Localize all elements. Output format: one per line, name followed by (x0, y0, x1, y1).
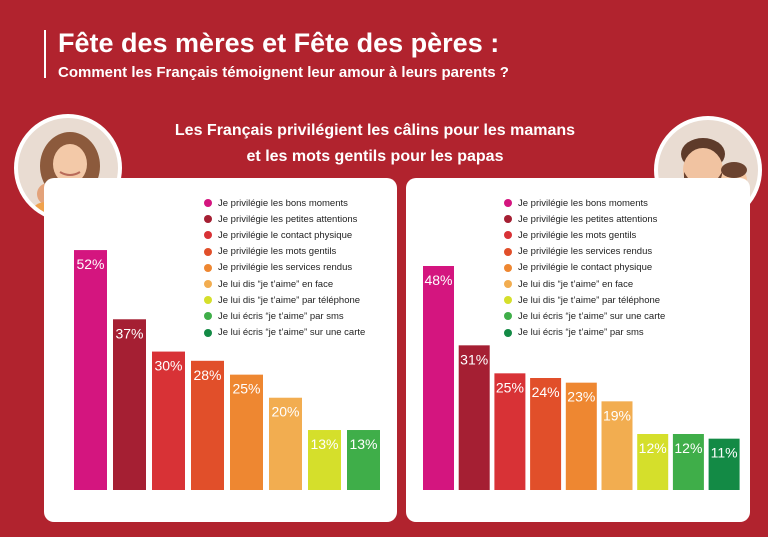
legend-mothers: Je privilégie les bons moments Je privilé… (204, 195, 365, 341)
bar-value-label: 19% (603, 407, 631, 423)
legend-label: Je privilégie les bons moments (518, 197, 648, 209)
legend-label: Je lui dis “je t’aime” par téléphone (518, 294, 661, 306)
legend-item: Je privilégie les mots gentils (504, 227, 665, 243)
legend-item: Je privilégie les petites attentions (204, 211, 365, 227)
bar (708, 438, 740, 490)
legend-swatch (204, 263, 212, 272)
headline-line-2: et les mots gentils pour les papas (246, 148, 504, 165)
bar-value-label: 13% (349, 436, 377, 452)
legend-item: Je privilégie le contact physique (204, 227, 365, 243)
page-title: Fête des mères et Fête des pères : (58, 28, 500, 58)
bar (269, 397, 302, 490)
bar-value-label: 25% (496, 379, 524, 395)
legend-swatch (504, 215, 512, 224)
legend-swatch (204, 296, 212, 305)
legend-item: Je privilégie les mots gentils (204, 244, 365, 260)
legend-label: Je privilégie les services rendus (518, 246, 653, 258)
bar (672, 434, 704, 490)
headline-line-1: Les Français privilégient les câlins pou… (174, 122, 576, 139)
legend-swatch (204, 215, 212, 224)
legend-item: Je lui écris “je t’aime” sur une carte (504, 308, 665, 324)
legend-item: Je privilégie les bons moments (204, 195, 365, 211)
bar (601, 401, 633, 490)
bar-value-label: 52% (76, 256, 104, 272)
legend-item: Je privilégie le contact physique (504, 260, 665, 276)
bar (308, 430, 341, 490)
bar-value-label: 31% (460, 351, 488, 367)
legend-swatch (204, 199, 212, 208)
legend-swatch (204, 231, 212, 240)
legend-label: Je lui écris “je t’aime” par sms (218, 310, 344, 322)
legend-label: Je lui écris “je t’aime” sur une carte (218, 327, 366, 339)
legend-label: Je privilégie les mots gentils (518, 229, 637, 241)
legend-label: Je privilégie le contact physique (518, 262, 653, 274)
legend-swatch (204, 312, 212, 321)
legend-label: Je lui dis “je t’aime” par téléphone (218, 294, 361, 306)
bar (423, 266, 454, 490)
legend-label: Je privilégie le contact physique (218, 229, 353, 241)
bar-value-label: 20% (271, 404, 299, 420)
legend-item: Je lui dis “je t’aime” par téléphone (204, 292, 365, 308)
legend-swatch (204, 247, 212, 256)
bar (113, 319, 146, 490)
legend-swatch (504, 312, 512, 321)
legend-item: Je lui écris “je t’aime” sur une carte (204, 325, 365, 341)
bar-value-label: 24% (532, 384, 560, 400)
bar-value-label: 12% (639, 440, 667, 456)
bar (565, 382, 597, 490)
legend-label: Je privilégie les petites attentions (518, 213, 658, 225)
bar-value-label: 25% (232, 381, 260, 397)
legend-swatch (504, 280, 512, 289)
legend-swatch (204, 328, 212, 337)
legend-item: Je lui dis “je t’aime” par téléphone (504, 292, 665, 308)
chart-panel-fathers: 48% 31% 25% 24% 23% 19% 12% 12% 11% Je privilégi… (406, 178, 750, 522)
bar-chart-fathers: 48% 31% 25% 24% 23% 19% 12% 12% 11% (423, 266, 740, 490)
bar (74, 250, 107, 490)
legend-item: Je lui écris “je t’aime” par sms (204, 308, 365, 324)
legend-swatch (504, 199, 512, 208)
legend-swatch (504, 328, 512, 337)
legend-label: Je privilégie les mots gentils (218, 246, 337, 258)
bar-value-label: 48% (424, 272, 452, 288)
legend-swatch (504, 263, 512, 272)
bar-value-label: 23% (567, 389, 595, 405)
bar-value-label: 30% (154, 358, 182, 374)
legend-swatch (504, 296, 512, 305)
bar-value-label: 11% (711, 445, 738, 461)
chart-panel-mothers: 52% 37% 30% 28% 25% 20% 13% 13% Je privilégie l… (44, 178, 397, 522)
legend-item: Je lui écris “je t’aime” par sms (504, 325, 665, 341)
legend-swatch (204, 280, 212, 289)
legend-swatch (504, 231, 512, 240)
legend-item: Je privilégie les services rendus (204, 260, 365, 276)
legend-item: Je privilégie les bons moments (504, 195, 665, 211)
bar (530, 378, 562, 490)
legend-label: Je lui écris “je t’aime” par sms (518, 327, 644, 339)
bar-value-label: 37% (115, 325, 143, 341)
title-accent-bar (44, 30, 46, 78)
legend-item: Je privilégie les services rendus (504, 244, 665, 260)
bar-value-label: 28% (193, 367, 221, 383)
bar (637, 434, 669, 490)
legend-swatch (504, 247, 512, 256)
bar (191, 360, 224, 490)
legend-label: Je privilégie les petites attentions (218, 213, 358, 225)
bar (152, 351, 185, 490)
legend-label: Je privilégie les bons moments (218, 197, 348, 209)
legend-fathers: Je privilégie les bons moments Je privilé… (504, 195, 665, 341)
page-subtitle: Comment les Français témoignent leur amo… (58, 64, 509, 81)
bar (494, 373, 526, 490)
bar-chart-mothers: 52% 37% 30% 28% 25% 20% 13% 13% (74, 250, 380, 490)
bar (458, 345, 490, 490)
legend-item: Je privilégie les petites attentions (504, 211, 665, 227)
legend-label: Je privilégie les services rendus (218, 262, 353, 274)
bar (230, 374, 263, 490)
legend-label: Je lui dis “je t’aime” en face (518, 278, 634, 290)
bar-value-label: 13% (310, 436, 338, 452)
bar-value-label: 12% (674, 440, 702, 456)
legend-item: Je lui dis “je t’aime” en face (204, 276, 365, 292)
legend-label: Je lui écris “je t’aime” sur une carte (518, 310, 666, 322)
bar (347, 430, 380, 490)
legend-item: Je lui dis “je t’aime” en face (504, 276, 665, 292)
legend-label: Je lui dis “je t’aime” en face (218, 278, 334, 290)
